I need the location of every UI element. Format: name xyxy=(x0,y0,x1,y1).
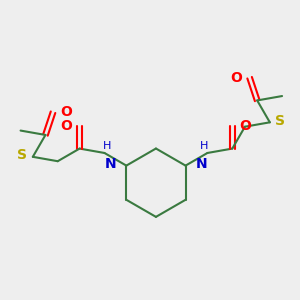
Text: H: H xyxy=(103,142,112,152)
Text: N: N xyxy=(105,158,116,171)
Text: O: O xyxy=(61,105,72,119)
Text: S: S xyxy=(17,148,28,162)
Text: O: O xyxy=(230,71,242,85)
Text: O: O xyxy=(60,119,72,133)
Text: O: O xyxy=(240,119,252,133)
Text: S: S xyxy=(275,114,285,128)
Text: N: N xyxy=(196,158,207,171)
Text: H: H xyxy=(200,142,208,152)
